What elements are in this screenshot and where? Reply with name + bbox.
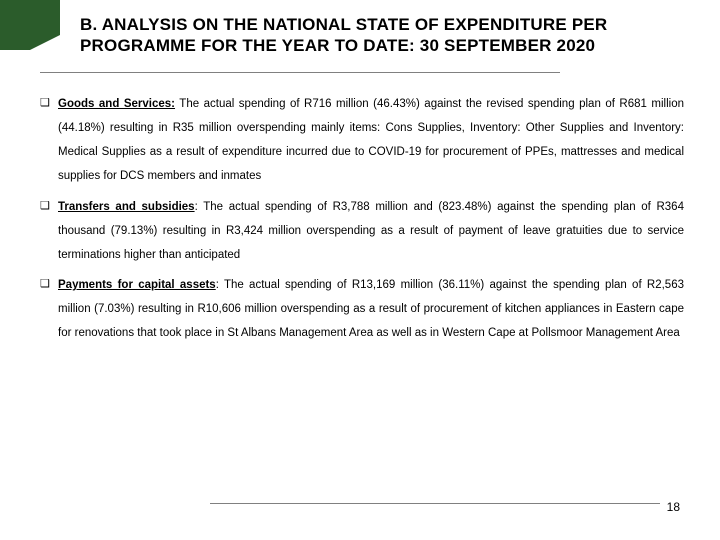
bullet-goods-services: Goods and Services: The actual spending …	[40, 92, 684, 189]
bullet-label: Transfers and subsidies	[58, 201, 195, 213]
bullet-payments-capital-assets: Payments for capital assets: The actual …	[40, 273, 684, 345]
page-number: 18	[667, 500, 680, 514]
title-line-2: PROGRAMME FOR THE YEAR TO DATE: 30 SEPTE…	[80, 36, 595, 55]
slide-title: B. ANALYSIS ON THE NATIONAL STATE OF EXP…	[80, 14, 690, 57]
top-rule	[40, 72, 560, 73]
title-line-1: B. ANALYSIS ON THE NATIONAL STATE OF EXP…	[80, 15, 607, 34]
content-body: Goods and Services: The actual spending …	[40, 92, 684, 351]
corner-decoration	[0, 0, 60, 50]
bullet-label: Payments for capital assets	[58, 279, 216, 291]
bottom-rule	[210, 503, 660, 504]
bullet-transfers-subsidies: Transfers and subsidies: The actual spen…	[40, 195, 684, 267]
slide: B. ANALYSIS ON THE NATIONAL STATE OF EXP…	[0, 0, 720, 540]
bullet-text: The actual spending of R716 million (46.…	[58, 98, 684, 182]
bullet-label: Goods and Services:	[58, 98, 175, 110]
